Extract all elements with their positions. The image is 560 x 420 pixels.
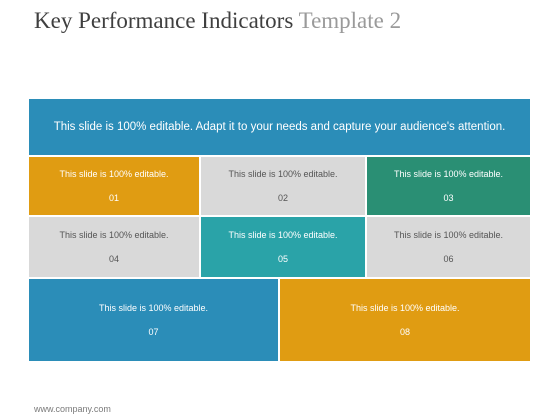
kpi-tile-number: 02 <box>277 193 288 203</box>
kpi-tile-07: This slide is 100% editable. 07 <box>29 279 278 361</box>
kpi-tile-text: This slide is 100% editable. <box>393 169 504 179</box>
kpi-tile-number: 05 <box>277 254 288 264</box>
title-main: Key Performance Indicators <box>34 8 294 33</box>
kpi-tile-text: This slide is 100% editable. <box>393 230 504 240</box>
page-title: Key Performance Indicators Template 2 <box>34 8 401 34</box>
kpi-tile-04: This slide is 100% editable. 04 <box>29 217 199 277</box>
footer-url: www.company.com <box>34 404 111 414</box>
kpi-tile-text: This slide is 100% editable. <box>98 303 209 313</box>
kpi-tile-number: 03 <box>443 193 454 203</box>
kpi-tile-text: This slide is 100% editable. <box>228 169 338 179</box>
banner-text: This slide is 100% editable. Adapt it to… <box>53 121 506 133</box>
kpi-tile-text: This slide is 100% editable. <box>350 303 460 313</box>
kpi-tile-text: This slide is 100% editable. <box>59 230 169 240</box>
banner: This slide is 100% editable. Adapt it to… <box>29 99 530 155</box>
kpi-tile-number: 06 <box>443 254 454 264</box>
kpi-tile-number: 04 <box>108 254 119 264</box>
title-sub: Template 2 <box>298 8 402 33</box>
kpi-tile-text: This slide is 100% editable. <box>228 230 338 240</box>
kpi-tile-05: This slide is 100% editable. 05 <box>201 217 365 277</box>
kpi-tile-number: 01 <box>108 193 119 203</box>
kpi-tile-text: This slide is 100% editable. <box>59 169 169 179</box>
kpi-tile-number: 07 <box>148 327 159 337</box>
kpi-tile-number: 08 <box>399 327 410 337</box>
kpi-tile-08: This slide is 100% editable. 08 <box>280 279 530 361</box>
kpi-tile-02: This slide is 100% editable. 02 <box>201 157 365 215</box>
kpi-tile-03: This slide is 100% editable. 03 <box>367 157 530 215</box>
kpi-tile-01: This slide is 100% editable. 01 <box>29 157 199 215</box>
kpi-tile-06: This slide is 100% editable. 06 <box>367 217 530 277</box>
